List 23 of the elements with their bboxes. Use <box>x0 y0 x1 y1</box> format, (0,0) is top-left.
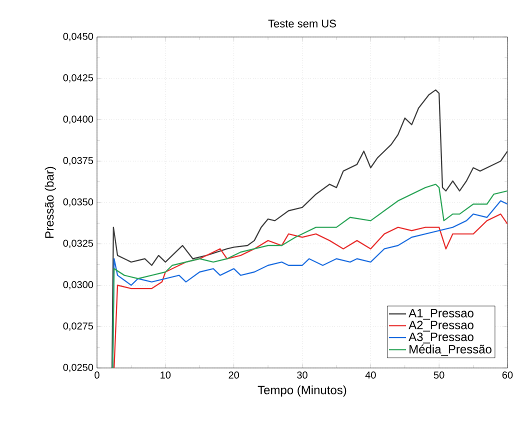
legend-label: A2_Pressao <box>408 320 474 332</box>
x-tick-label: 30 <box>297 372 308 379</box>
y-tick-label: 0,0450 <box>63 32 94 42</box>
x-axis-title: Tempo (Minutos) <box>258 385 346 397</box>
y-axis-title: Pressão (bar) <box>44 166 56 238</box>
x-tick-label: 60 <box>502 372 513 379</box>
legend-label: A3_Pressao <box>408 332 474 344</box>
y-tick-label: 0,0375 <box>63 156 94 166</box>
x-tick-label: 10 <box>160 372 171 379</box>
x-tick-label: 0 <box>94 372 100 379</box>
chart-title: Teste sem US <box>268 20 336 28</box>
y-tick-label: 0,0275 <box>63 322 94 331</box>
y-tick-label: 0,0350 <box>63 198 94 207</box>
y-tick-label: 0,0400 <box>63 116 94 124</box>
legend-label: A1_Pressao <box>408 309 474 320</box>
x-tick-label: 40 <box>365 372 376 379</box>
x-tick-label: 50 <box>434 372 444 379</box>
x-tick-label: 20 <box>228 372 240 379</box>
y-tick-label: 0,0425 <box>63 74 94 83</box>
legend-label: Média_Pressão <box>410 344 492 356</box>
y-tick-label: 0,0300 <box>63 281 94 290</box>
y-tick-label: 0,0325 <box>63 240 94 248</box>
y-tick-label: 0,0250 <box>63 364 94 372</box>
